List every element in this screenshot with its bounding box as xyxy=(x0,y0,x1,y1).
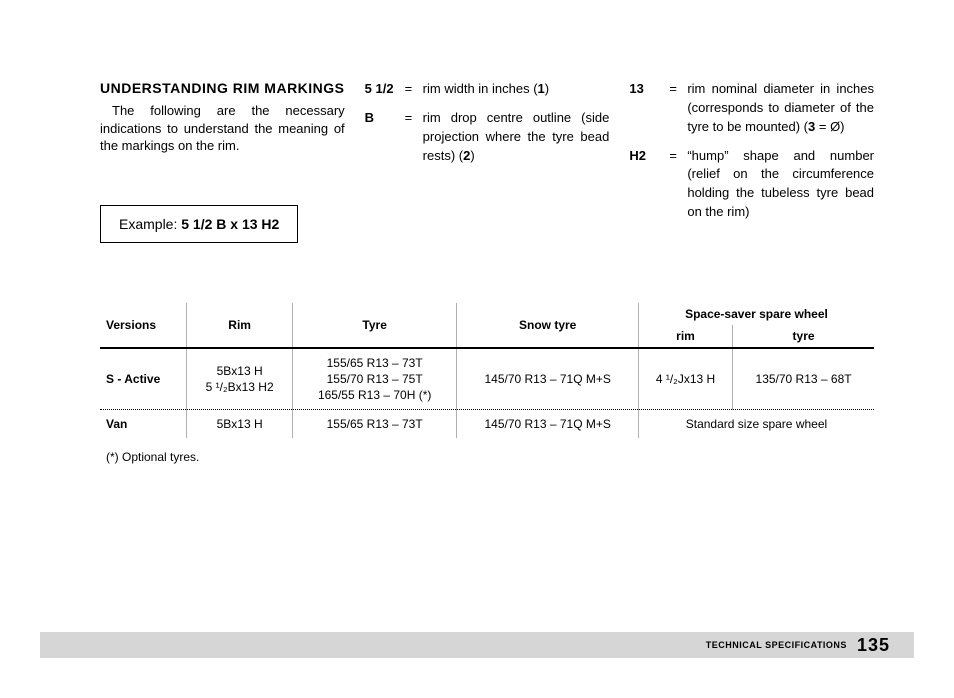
cell-spare-std: Standard size spare wheel xyxy=(638,410,874,439)
def-val: rim nominal diameter in inches (correspo… xyxy=(687,80,874,137)
def-val: rim drop centre outline (side projection… xyxy=(423,109,610,166)
example-value: 5 1/2 B x 13 H2 xyxy=(181,216,279,232)
cell-version: S - Active xyxy=(100,348,187,410)
cell-tyre: 155/65 R13 – 73T 155/70 R13 – 75T 165/55… xyxy=(292,348,457,410)
def-eq: = xyxy=(669,147,687,222)
footer-section-label: TECHNICAL SPECIFICATIONS xyxy=(706,640,847,650)
def-val: “hump” shape and number (relief on the c… xyxy=(687,147,874,222)
th-snow: Snow tyre xyxy=(457,303,639,348)
def-eq: = xyxy=(405,80,423,99)
page-number: 135 xyxy=(857,635,890,656)
def-5-1-2: 5 1/2 = rim width in inches (1) xyxy=(365,80,610,99)
def-val: rim width in inches (1) xyxy=(423,80,610,99)
col-right: 13 = rim nominal diameter in inches (cor… xyxy=(629,80,874,243)
spec-table: Versions Rim Tyre Snow tyre Space-saver … xyxy=(100,303,874,439)
spec-table-wrap: Versions Rim Tyre Snow tyre Space-saver … xyxy=(100,303,874,465)
def-13: 13 = rim nominal diameter in inches (cor… xyxy=(629,80,874,137)
col-mid: 5 1/2 = rim width in inches (1) B = rim … xyxy=(365,80,610,243)
th-tyre: Tyre xyxy=(292,303,457,348)
cell-rim: 5Bx13 H xyxy=(187,410,292,439)
th-rim: Rim xyxy=(187,303,292,348)
section-heading: UNDERSTANDING RIM MARKINGS xyxy=(100,80,345,96)
table-row: S - Active 5Bx13 H 5 ¹/₂Bx13 H2 155/65 R… xyxy=(100,348,874,410)
footer-bar: TECHNICAL SPECIFICATIONS 135 xyxy=(40,632,914,658)
def-h2: H2 = “hump” shape and number (relief on … xyxy=(629,147,874,222)
example-label: Example: xyxy=(119,216,181,232)
cell-rim: 5Bx13 H 5 ¹/₂Bx13 H2 xyxy=(187,348,292,410)
cell-spare-tyre: 135/70 R13 – 68T xyxy=(733,348,874,410)
def-b: B = rim drop centre outline (side projec… xyxy=(365,109,610,166)
page-content: UNDERSTANDING RIM MARKINGS The following… xyxy=(0,0,954,464)
def-eq: = xyxy=(669,80,687,137)
def-key: 13 xyxy=(629,80,669,137)
top-columns: UNDERSTANDING RIM MARKINGS The following… xyxy=(100,80,874,243)
table-header-row-1: Versions Rim Tyre Snow tyre Space-saver … xyxy=(100,303,874,325)
th-spare-tyre: tyre xyxy=(733,325,874,348)
intro-text: The following are the necessary indicati… xyxy=(100,102,345,155)
def-key: H2 xyxy=(629,147,669,222)
cell-snow: 145/70 R13 – 71Q M+S xyxy=(457,410,639,439)
cell-version: Van xyxy=(100,410,187,439)
th-spare-group: Space-saver spare wheel xyxy=(638,303,874,325)
table-row: Van 5Bx13 H 155/65 R13 – 73T 145/70 R13 … xyxy=(100,410,874,439)
cell-snow: 145/70 R13 – 71Q M+S xyxy=(457,348,639,410)
th-spare-rim: rim xyxy=(638,325,732,348)
col-left: UNDERSTANDING RIM MARKINGS The following… xyxy=(100,80,345,243)
table-footnote: (*) Optional tyres. xyxy=(100,450,874,464)
def-key: 5 1/2 xyxy=(365,80,405,99)
def-eq: = xyxy=(405,109,423,166)
cell-tyre: 155/65 R13 – 73T xyxy=(292,410,457,439)
cell-spare-rim: 4 ¹/₂Jx13 H xyxy=(638,348,732,410)
def-key: B xyxy=(365,109,405,166)
example-box: Example: 5 1/2 B x 13 H2 xyxy=(100,205,298,243)
th-versions: Versions xyxy=(100,303,187,348)
